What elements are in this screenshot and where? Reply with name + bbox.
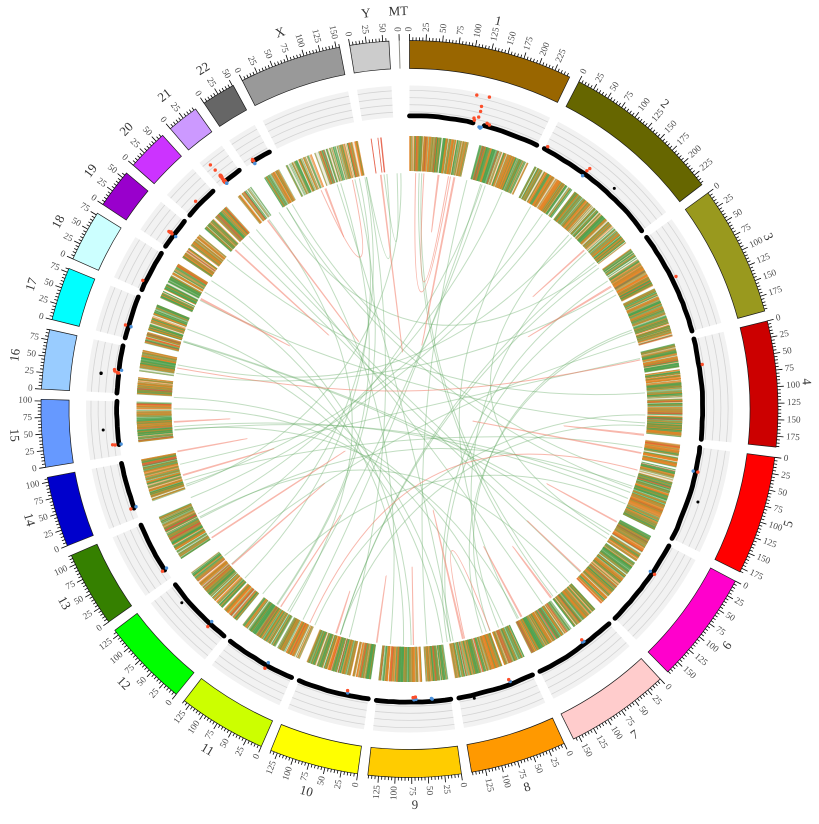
- svg-text:0: 0: [28, 382, 34, 392]
- svg-text:50: 50: [262, 48, 275, 61]
- svg-text:25: 25: [332, 779, 344, 790]
- svg-text:25: 25: [246, 54, 259, 67]
- svg-text:14: 14: [21, 511, 39, 528]
- svg-text:150: 150: [761, 267, 778, 281]
- svg-text:15: 15: [7, 428, 23, 442]
- svg-text:50: 50: [37, 511, 49, 523]
- svg-text:125: 125: [762, 535, 779, 549]
- svg-text:75: 75: [516, 768, 528, 780]
- svg-text:50: 50: [777, 486, 789, 498]
- svg-text:200: 200: [537, 40, 551, 57]
- svg-text:0: 0: [89, 192, 99, 203]
- svg-text:25: 25: [421, 22, 431, 32]
- svg-text:175: 175: [521, 35, 535, 52]
- svg-text:0: 0: [343, 31, 354, 38]
- svg-text:25: 25: [233, 744, 246, 757]
- svg-text:0: 0: [53, 544, 61, 555]
- svg-text:100: 100: [471, 23, 483, 39]
- svg-text:25: 25: [42, 528, 54, 541]
- svg-text:75: 75: [298, 770, 310, 782]
- svg-text:150: 150: [505, 30, 518, 46]
- svg-text:75: 75: [455, 25, 466, 36]
- svg-text:25: 25: [24, 365, 35, 376]
- svg-text:25: 25: [549, 756, 562, 769]
- svg-text:100: 100: [500, 773, 513, 789]
- svg-text:0: 0: [741, 580, 750, 591]
- svg-text:75: 75: [784, 362, 795, 373]
- svg-text:8: 8: [522, 779, 533, 795]
- svg-text:125: 125: [264, 759, 278, 776]
- svg-text:125: 125: [787, 397, 801, 407]
- svg-text:100: 100: [768, 519, 785, 533]
- svg-text:9: 9: [412, 797, 419, 812]
- svg-text:0: 0: [775, 312, 782, 323]
- svg-text:75: 75: [278, 42, 291, 54]
- svg-text:175: 175: [767, 284, 784, 298]
- svg-text:0: 0: [193, 89, 204, 99]
- svg-text:0: 0: [250, 752, 261, 761]
- svg-text:16: 16: [6, 347, 23, 362]
- svg-text:75: 75: [773, 503, 785, 515]
- svg-text:75: 75: [23, 412, 33, 422]
- svg-text:25: 25: [25, 446, 36, 457]
- svg-text:0: 0: [393, 27, 403, 32]
- svg-text:25: 25: [442, 784, 453, 795]
- svg-text:125: 125: [310, 28, 323, 44]
- svg-text:MT: MT: [388, 3, 408, 19]
- svg-text:25: 25: [779, 328, 790, 340]
- svg-text:100: 100: [280, 765, 294, 782]
- svg-text:150: 150: [787, 414, 801, 424]
- svg-text:100: 100: [18, 395, 32, 405]
- svg-text:125: 125: [371, 784, 382, 799]
- svg-text:0: 0: [459, 782, 470, 788]
- svg-text:25: 25: [780, 470, 791, 482]
- svg-text:0: 0: [31, 463, 38, 474]
- svg-text:75: 75: [29, 330, 40, 342]
- svg-text:5: 5: [780, 519, 796, 530]
- svg-text:75: 75: [49, 260, 62, 273]
- svg-text:10: 10: [298, 782, 314, 800]
- svg-text:Y: Y: [360, 5, 372, 21]
- svg-text:50: 50: [782, 345, 793, 356]
- svg-text:125: 125: [488, 26, 501, 42]
- svg-text:50: 50: [425, 786, 435, 796]
- svg-text:50: 50: [43, 276, 55, 289]
- svg-text:0: 0: [564, 749, 575, 758]
- svg-text:100: 100: [786, 379, 801, 390]
- svg-text:0: 0: [783, 453, 789, 464]
- svg-text:25: 25: [38, 293, 50, 305]
- svg-text:100: 100: [25, 478, 41, 491]
- svg-text:175: 175: [786, 431, 801, 442]
- svg-text:0: 0: [578, 67, 589, 76]
- svg-text:0: 0: [712, 180, 722, 191]
- svg-text:0: 0: [120, 152, 130, 163]
- svg-text:50: 50: [315, 775, 327, 787]
- svg-text:100: 100: [293, 32, 307, 48]
- svg-text:50: 50: [26, 348, 37, 359]
- svg-text:75: 75: [33, 495, 45, 507]
- svg-text:50: 50: [438, 23, 449, 33]
- svg-text:0: 0: [350, 781, 361, 787]
- svg-text:0: 0: [158, 114, 169, 124]
- svg-text:0: 0: [38, 311, 45, 322]
- svg-text:0: 0: [163, 697, 174, 707]
- svg-text:25: 25: [360, 24, 371, 35]
- svg-text:50: 50: [23, 429, 33, 440]
- svg-text:50: 50: [377, 23, 388, 33]
- svg-text:1: 1: [493, 12, 503, 28]
- svg-text:75: 75: [408, 786, 418, 796]
- svg-text:17: 17: [22, 275, 40, 293]
- svg-text:0: 0: [59, 248, 68, 259]
- svg-text:50: 50: [533, 763, 546, 775]
- svg-text:0: 0: [94, 622, 104, 633]
- svg-text:125: 125: [483, 777, 496, 793]
- svg-text:100: 100: [388, 786, 399, 801]
- svg-text:150: 150: [328, 24, 341, 40]
- svg-text:0: 0: [232, 66, 243, 75]
- svg-text:0: 0: [404, 27, 414, 32]
- svg-text:0: 0: [663, 682, 674, 692]
- svg-text:18: 18: [48, 212, 67, 231]
- svg-text:4: 4: [799, 378, 814, 386]
- svg-text:13: 13: [55, 594, 74, 613]
